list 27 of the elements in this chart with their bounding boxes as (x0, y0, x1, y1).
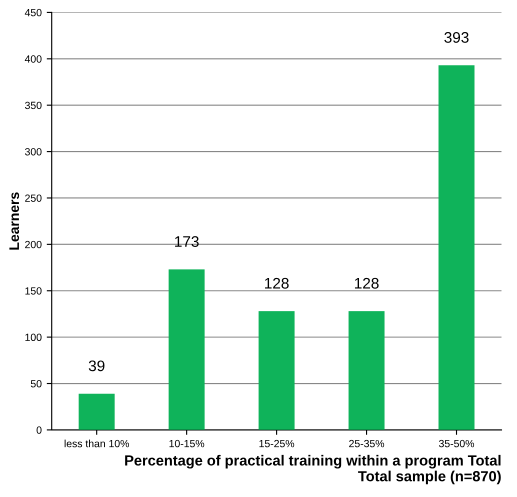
data-label: 393 (444, 32, 469, 43)
y-tick-label: 100 (25, 334, 42, 342)
x-tick-label: 15-25% (259, 440, 294, 448)
bar (258, 311, 295, 430)
x-tick-label: less than 10% (64, 440, 130, 448)
x-tick-label: 10-15% (169, 440, 204, 448)
data-label: 39 (88, 360, 104, 372)
data-label: 173 (175, 236, 199, 247)
y-tick-label: 50 (30, 380, 42, 388)
bar (348, 311, 385, 430)
y-axis-title: Learners (9, 192, 20, 250)
y-tick-label: 400 (24, 55, 42, 63)
bar (78, 394, 115, 430)
data-label: 128 (265, 278, 289, 289)
y-tick-label: 200 (25, 240, 42, 248)
bar (438, 65, 475, 430)
x-tick-label: 35-50% (438, 440, 474, 448)
y-tick-label: 250 (25, 194, 42, 202)
y-tick-label: 300 (24, 148, 42, 156)
data-label: 128 (354, 278, 379, 289)
bar (168, 269, 205, 430)
y-tick-label: 150 (25, 287, 42, 295)
x-tick-label: 25-35% (349, 440, 384, 448)
y-tick-label: 0 (36, 426, 42, 434)
x-axis-title: Percentage of practical training within a program Total Total sample (n=870) (125, 454, 501, 484)
y-tick-label: 450 (24, 8, 42, 16)
y-tick-label: 350 (24, 102, 42, 110)
